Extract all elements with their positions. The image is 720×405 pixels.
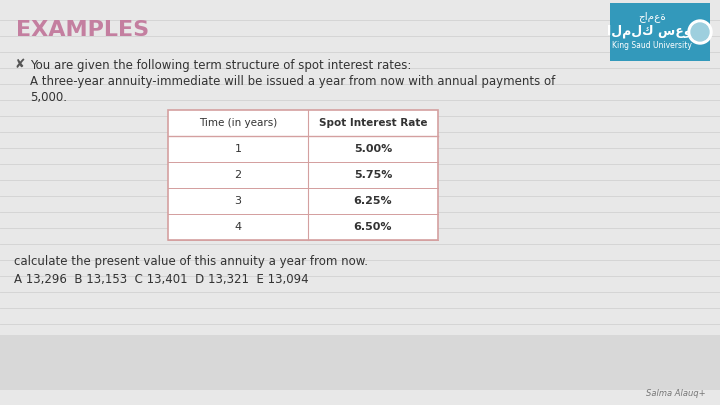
Text: Time (in years): Time (in years) [199,118,277,128]
Circle shape [691,23,709,41]
Text: 5.00%: 5.00% [354,144,392,154]
Bar [168,110,438,240]
Text: 1: 1 [235,144,241,154]
Text: EXAMPLES: EXAMPLES [16,20,149,40]
Text: الملك سعود: الملك سعود [606,24,698,38]
Text: ✘: ✘ [14,58,24,72]
Text: 5,000.: 5,000. [30,90,67,104]
Text: جامعة: جامعة [638,11,666,22]
Text: 2: 2 [235,170,242,180]
Text: calculate the present value of this annuity a year from now.: calculate the present value of this annu… [14,256,368,269]
Bar [0,335,720,390]
Text: 3: 3 [235,196,241,206]
Text: 6.50%: 6.50% [354,222,392,232]
Text: Spot Interest Rate: Spot Interest Rate [319,118,427,128]
Bar [168,110,438,240]
Text: A 13,296  B 13,153  C 13,401  D 13,321  E 13,094: A 13,296 B 13,153 C 13,401 D 13,321 E 13… [14,273,309,286]
Text: You are given the following term structure of spot interest rates:: You are given the following term structu… [30,58,411,72]
Text: A three-year annuity-immediate will be issued a year from now with annual paymen: A three-year annuity-immediate will be i… [30,75,555,87]
Text: 4: 4 [235,222,242,232]
Text: Salma Alauq+: Salma Alauq+ [647,389,706,398]
Text: 6.25%: 6.25% [354,196,392,206]
Bar [610,3,710,61]
Text: King Saud University: King Saud University [612,41,692,51]
Circle shape [688,20,712,44]
Text: 5.75%: 5.75% [354,170,392,180]
